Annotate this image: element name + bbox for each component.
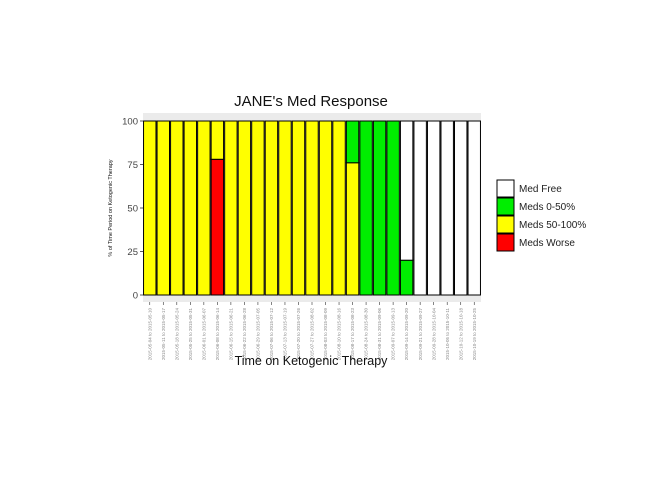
x-tick-label: 2015-10-12 to 2015-10-18: [458, 308, 463, 361]
x-tick-label: 2015-08-17 to 2015-08-23: [350, 308, 355, 361]
x-tick-label: 2015-06-29 to 2015-07-05: [256, 308, 261, 361]
legend-label: Meds 0-50%: [519, 202, 575, 213]
chart-title: JANE's Med Response: [234, 93, 388, 110]
bar-segment: [143, 120, 157, 296]
x-tick-label: 2015-07-20 to 2015-07-26: [296, 308, 301, 361]
legend: Med Free Meds 0-50% Meds 50-100% Meds Worse: [496, 179, 586, 252]
bar-segment: [399, 120, 414, 261]
bar-segment: [210, 158, 225, 296]
bar-segment: [386, 120, 400, 296]
y-tick-label: 100: [122, 116, 138, 127]
bar-segment: [359, 120, 373, 296]
x-tick-label: 2015-08-24 to 2015-08-30: [364, 308, 369, 361]
bar-segment: [318, 120, 333, 296]
y-tick-label: 0: [133, 290, 138, 301]
y-tick-label: 50: [127, 203, 138, 214]
x-tick-label: 2015-06-08 to 2015-06-14: [215, 308, 220, 361]
x-tick-label: 2015-05-04 to 2015-05-10: [147, 308, 152, 361]
y-axis-label: % of Time Period on Ketogenic Therapy: [108, 159, 114, 256]
x-tick-label: 2015-10-19 to 2015-10-25: [472, 308, 477, 361]
bars-group: [143, 120, 481, 296]
bar-segment: [251, 120, 265, 296]
x-tick-label: 2015-07-13 to 2015-07-19: [283, 308, 288, 361]
x-tick-label: 2015-06-22 to 2015-06-28: [242, 308, 247, 361]
bar-segment: [372, 120, 387, 296]
x-tick-label: 2015-06-01 to 2015-06-07: [201, 308, 206, 361]
x-tick-label: 2015-06-15 to 2015-06-21: [228, 308, 233, 361]
legend-swatch: [496, 233, 515, 252]
bar-segment: [345, 162, 360, 296]
legend-swatch: [496, 215, 515, 234]
bar-segment: [264, 120, 279, 296]
x-tick-label: 2015-05-25 to 2015-05-31: [188, 308, 193, 361]
x-tick-label: 2015-09-21 to 2015-09-27: [418, 308, 423, 361]
bar-segment: [440, 120, 454, 296]
legend-label: Meds Worse: [519, 238, 575, 249]
x-tick-label: 2015-07-06 to 2015-07-12: [269, 308, 274, 361]
x-tick-label: 2015-05-11 to 2015-05-17: [161, 308, 166, 360]
x-axis: 2015-05-04 to 2015-05-10 2015-05-11 to 20…: [147, 302, 477, 361]
legend-swatch: [496, 179, 515, 198]
x-tick-label: 2015-09-07 to 2015-09-13: [391, 308, 396, 361]
x-tick-label: 2015-08-03 to 2015-08-09: [323, 308, 328, 361]
bar-segment: [183, 120, 198, 296]
bar-segment: [197, 120, 211, 296]
bar-segment: [467, 120, 481, 296]
x-tick-label: 2015-08-10 to 2015-08-16: [337, 308, 342, 361]
y-tick-label: 75: [127, 160, 138, 171]
x-axis-label: Time on Ketogenic Therapy: [235, 354, 389, 368]
bar-segment: [210, 120, 225, 160]
bar-segment: [156, 120, 170, 296]
y-tick-label: 25: [127, 247, 138, 258]
x-tick-label: 2015-07-27 to 2015-08-02: [310, 308, 315, 361]
legend-label: Meds 50-100%: [519, 220, 586, 231]
bar-segment: [454, 120, 468, 296]
x-tick-label: 2015-09-28 to 2015-10-04: [431, 308, 436, 361]
x-tick-label: 2015-05-18 to 2015-05-24: [174, 308, 179, 361]
x-tick-label: 2015-10-05 to 2015-10-11: [445, 308, 450, 360]
y-axis: 0 25 50 75 100: [122, 116, 143, 301]
bar-segment: [413, 120, 427, 296]
bar-segment: [224, 120, 238, 296]
bar-segment: [237, 120, 252, 296]
bar-segment: [305, 120, 319, 296]
bar-segment: [278, 120, 292, 296]
bar-segment: [332, 120, 346, 296]
bar-segment: [170, 120, 184, 296]
legend-swatch: [496, 197, 515, 216]
bar-segment: [291, 120, 306, 296]
x-tick-label: 2015-08-31 to 2015-09-06: [377, 308, 382, 361]
x-tick-label: 2015-09-14 to 2015-09-20: [404, 308, 409, 361]
bar-segment: [399, 259, 414, 296]
bar-segment: [345, 120, 360, 164]
legend-label: Med Free: [519, 184, 562, 195]
bar-segment: [426, 120, 441, 296]
